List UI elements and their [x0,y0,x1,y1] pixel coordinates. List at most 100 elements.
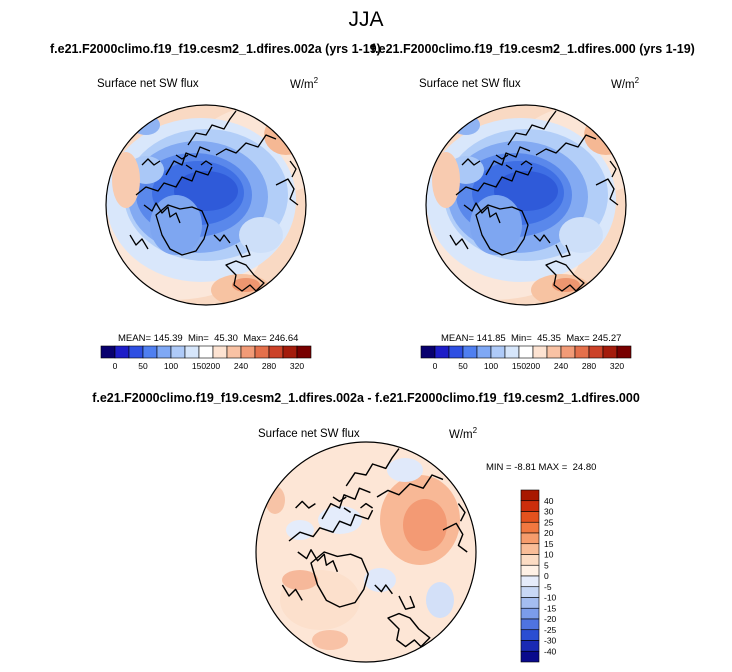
panel-2-units: W/m2 [611,76,640,91]
colorbar-box [254,345,270,359]
colorbar-tick-label: 320 [610,361,624,371]
panel-2-map-border [425,104,627,306]
colorbar-tick-label: 240 [554,361,568,371]
panel-1-colorbar: 0 50 100 150 200 240 280 320 [100,345,312,371]
panel-2-map [426,105,626,305]
colorbar-box [504,345,520,359]
panel-1-case-title: f.e21.F2000climo.f19_f19.cesm2_1.dfires.… [50,42,381,56]
colorbar-box [560,345,576,359]
colorbar-box [448,345,464,359]
colorbar-box [226,345,242,359]
colorbar-tick-label: 10 [544,550,554,560]
colorbar-box [602,345,618,359]
colorbar-box [520,554,540,566]
colorbar-box [170,345,186,359]
colorbar-box [434,345,450,359]
colorbar-box [520,564,540,577]
colorbar-box [520,489,540,502]
colorbar-tick-label: 150 [512,361,526,371]
colorbar-box [520,640,540,652]
colorbar-box [520,586,540,598]
colorbar-tick-label: -40 [544,646,557,656]
colorbar-box [520,597,540,609]
colorbar-tick-label: 100 [484,361,498,371]
colorbar-tick-label: -20 [544,614,557,624]
colorbar-tick-label: -10 [544,593,557,603]
colorbar-tick-label: 280 [582,361,596,371]
colorbar-tick-label: 20 [544,528,554,538]
colorbar-box [156,345,172,359]
colorbar-tick-label: -25 [544,625,557,635]
colorbar-tick-label: -5 [544,582,552,592]
colorbar-tick-label: 40 [544,496,554,506]
colorbar-tick-label: 200 [526,361,540,371]
panel-1-map-border [105,104,307,306]
difference-variable: Surface net SW flux [258,428,360,440]
colorbar-tick-label: 100 [164,361,178,371]
colorbar-box [520,650,540,663]
colorbar-tick-label: 200 [206,361,220,371]
colorbar-box [240,345,256,359]
colorbar-box [532,345,548,359]
colorbar-box [520,629,540,641]
colorbar-tick-label: 0 [113,361,118,371]
colorbar-box [520,511,540,523]
colorbar-tick-label: 50 [138,361,148,371]
colorbar-box [520,543,540,555]
colorbar-tick-label: 150 [192,361,206,371]
colorbar-tick-label: 320 [290,361,304,371]
colorbar-box [490,345,506,359]
colorbar-tick-label: 15 [544,539,554,549]
colorbar-tick-label: 280 [262,361,276,371]
colorbar-box [520,500,540,512]
panel-1-units: W/m2 [290,76,319,91]
panel-2-variable: Surface net SW flux [419,78,521,90]
colorbar-box [520,618,540,631]
difference-stats: MIN = -8.81 MAX = 24.80 [486,462,597,473]
colorbar-tick-label: 25 [544,517,554,527]
difference-case-title: f.e21.F2000climo.f19_f19.cesm2_1.dfires.… [92,391,640,405]
colorbar-box [520,575,540,588]
colorbar-box [114,345,130,359]
colorbar-box [462,345,478,359]
colorbar-tick-label: 0 [544,571,549,581]
panel-2-colorbar: 0 50 100 150 200 240 280 320 [420,345,632,371]
colorbar-box [100,345,116,359]
colorbar-box [476,345,492,359]
colorbar-box [296,345,312,359]
figure-title: JJA [348,8,384,31]
panel-2-stats: MEAN= 141.85 Min= 45.35 Max= 245.27 [441,333,622,344]
colorbar-box [518,345,534,359]
colorbar-tick-label: 50 [458,361,468,371]
colorbar-box [520,532,540,545]
panel-2-case-title: f.e21.F2000climo.f19_f19.cesm2_1.dfires.… [371,42,695,56]
difference-units: W/m2 [449,426,478,441]
colorbar-box [588,345,604,359]
colorbar-box [268,345,284,359]
colorbar-box [142,345,158,359]
colorbar-box [520,521,540,534]
colorbar-box [198,345,214,359]
colorbar-tick-label: -15 [544,603,557,613]
panel-1-map [106,105,306,305]
colorbar-box [212,345,228,359]
colorbar-box [420,345,436,359]
colorbar-box [128,345,144,359]
difference-map [256,442,476,662]
colorbar-tick-label: 5 [544,560,549,570]
colorbar-box [184,345,200,359]
panel-1-variable: Surface net SW flux [97,78,199,90]
colorbar-box [574,345,590,359]
colorbar-tick-label: 30 [544,507,554,517]
panel-1-stats: MEAN= 145.39 Min= 45.30 Max= 246.64 [118,333,299,344]
colorbar-tick-label: 240 [234,361,248,371]
colorbar-tick-label: -30 [544,636,557,646]
colorbar-box [520,607,540,620]
colorbar-box [616,345,632,359]
colorbar-tick-label: 0 [433,361,438,371]
colorbar-box [282,345,298,359]
difference-map-border [255,441,477,663]
colorbar-box [546,345,562,359]
